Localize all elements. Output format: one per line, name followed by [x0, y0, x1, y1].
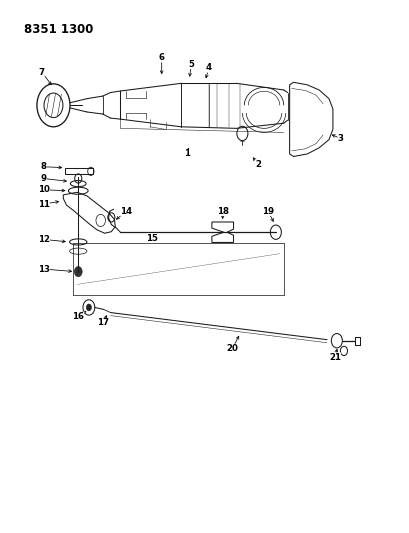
Text: 2: 2	[254, 160, 261, 168]
Text: 12: 12	[38, 235, 49, 244]
Text: 10: 10	[38, 185, 49, 194]
Text: 13: 13	[38, 264, 49, 273]
Text: 6: 6	[158, 53, 164, 62]
Text: 16: 16	[72, 312, 84, 321]
Text: 1: 1	[184, 149, 190, 158]
Text: 8: 8	[40, 162, 47, 171]
Text: 15: 15	[146, 234, 157, 243]
Circle shape	[74, 266, 82, 277]
Text: 3: 3	[337, 134, 343, 143]
Text: 20: 20	[226, 344, 238, 353]
Text: 9: 9	[40, 174, 47, 183]
Text: 4: 4	[205, 63, 211, 72]
Text: 8351 1300: 8351 1300	[24, 23, 93, 36]
Text: 18: 18	[216, 207, 228, 216]
Text: 14: 14	[120, 207, 132, 216]
Text: 17: 17	[97, 318, 108, 327]
Text: 5: 5	[188, 60, 194, 69]
Circle shape	[86, 304, 91, 311]
Text: 7: 7	[38, 68, 45, 77]
Text: 21: 21	[328, 352, 340, 361]
Text: 19: 19	[261, 207, 273, 216]
Text: 11: 11	[38, 199, 49, 208]
